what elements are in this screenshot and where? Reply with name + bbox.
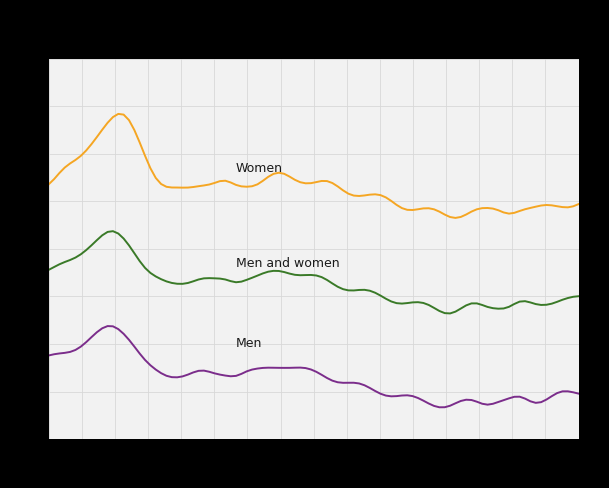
Text: Men: Men [236,337,262,350]
Text: Women: Women [236,162,283,175]
Text: Men and women: Men and women [236,257,340,270]
